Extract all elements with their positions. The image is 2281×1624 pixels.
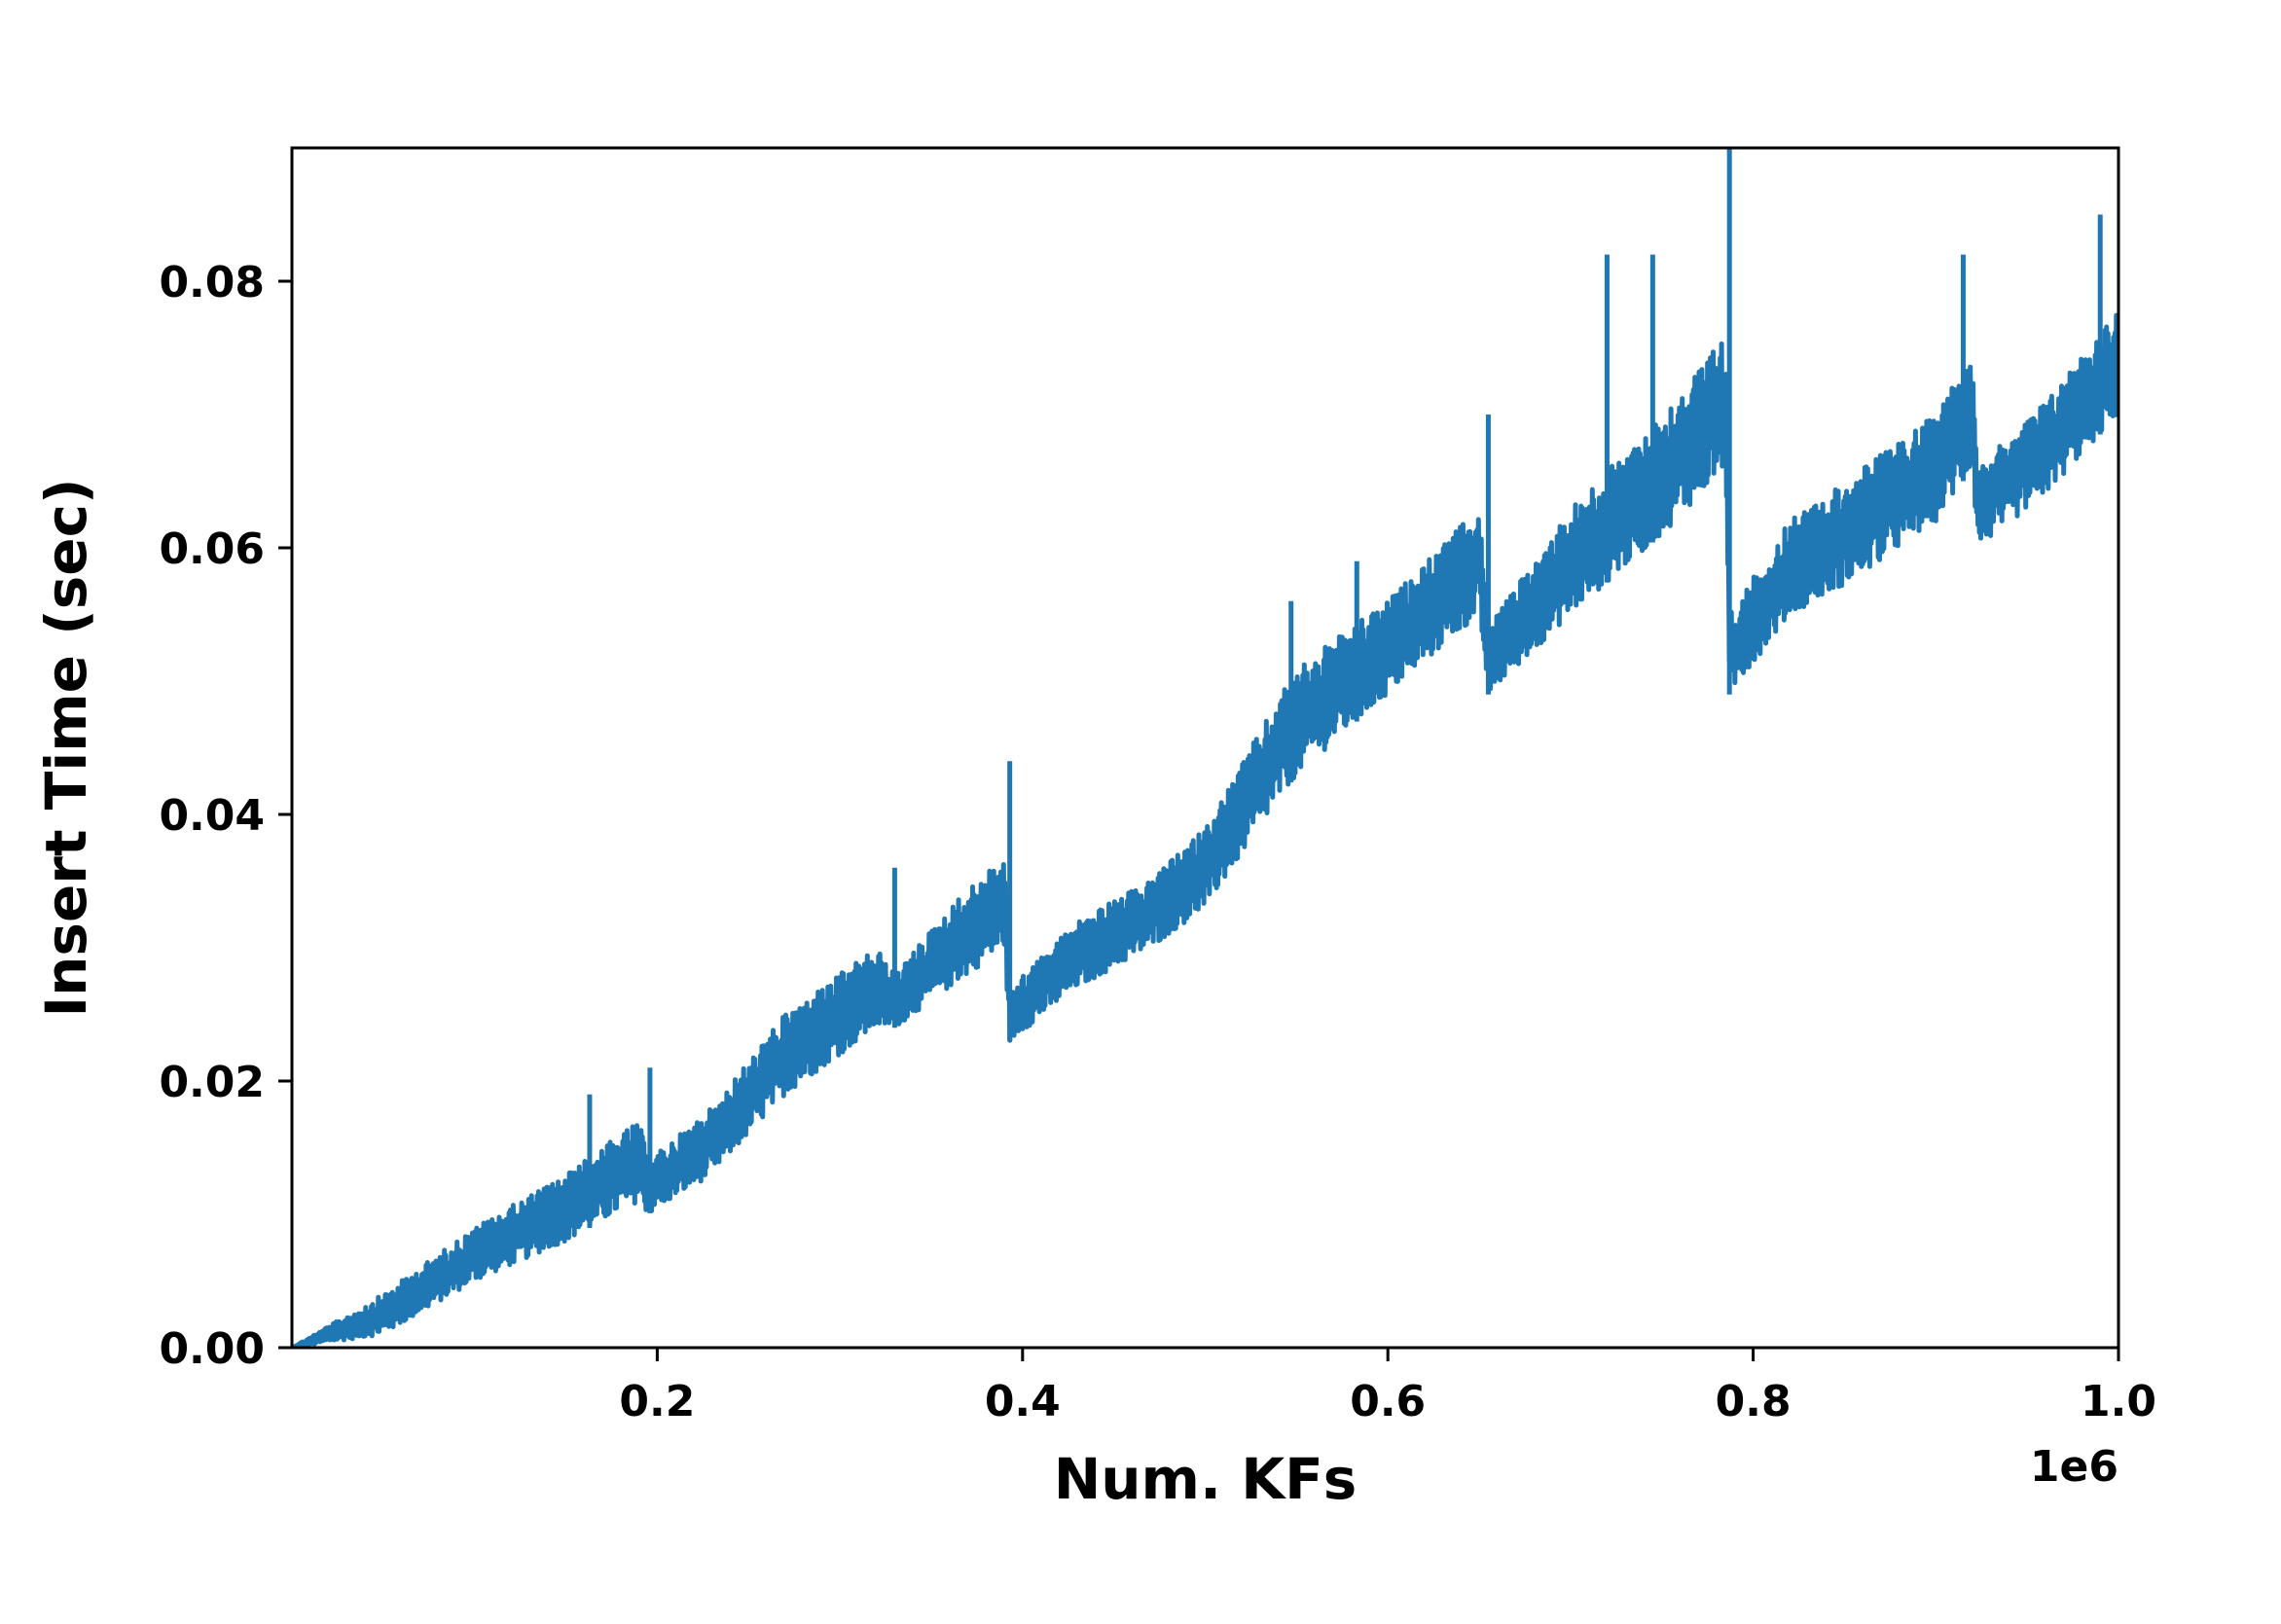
x-axis-offset-label: 1e6 [2030,1442,2118,1492]
y-tick-label: 0.06 [159,524,265,574]
x-tick-label: 0.4 [985,1377,1061,1426]
x-tick-label: 0.8 [1716,1377,1792,1426]
y-tick-label: 0.08 [159,258,265,307]
y-tick-label: 0.04 [159,791,265,841]
ticks-layer: 0.2 0.4 0.6 0.8 1.0 0.00 0.02 0.04 0.06 0.08 [159,258,2156,1426]
y-tick-label: 0.02 [159,1058,265,1107]
x-tick-label: 0.6 [1350,1377,1426,1426]
x-axis-title: Num. KFs [1054,1446,1358,1512]
series-layer [292,148,2118,1348]
y-tick-label: 0.00 [159,1324,265,1374]
x-tick-label: 1.0 [2081,1377,2156,1426]
y-axis-title: Insert Time (sec) [33,479,99,1018]
plot-frame [290,146,2120,1350]
x-tick-label: 0.2 [619,1377,695,1426]
series-line [292,312,2118,1348]
